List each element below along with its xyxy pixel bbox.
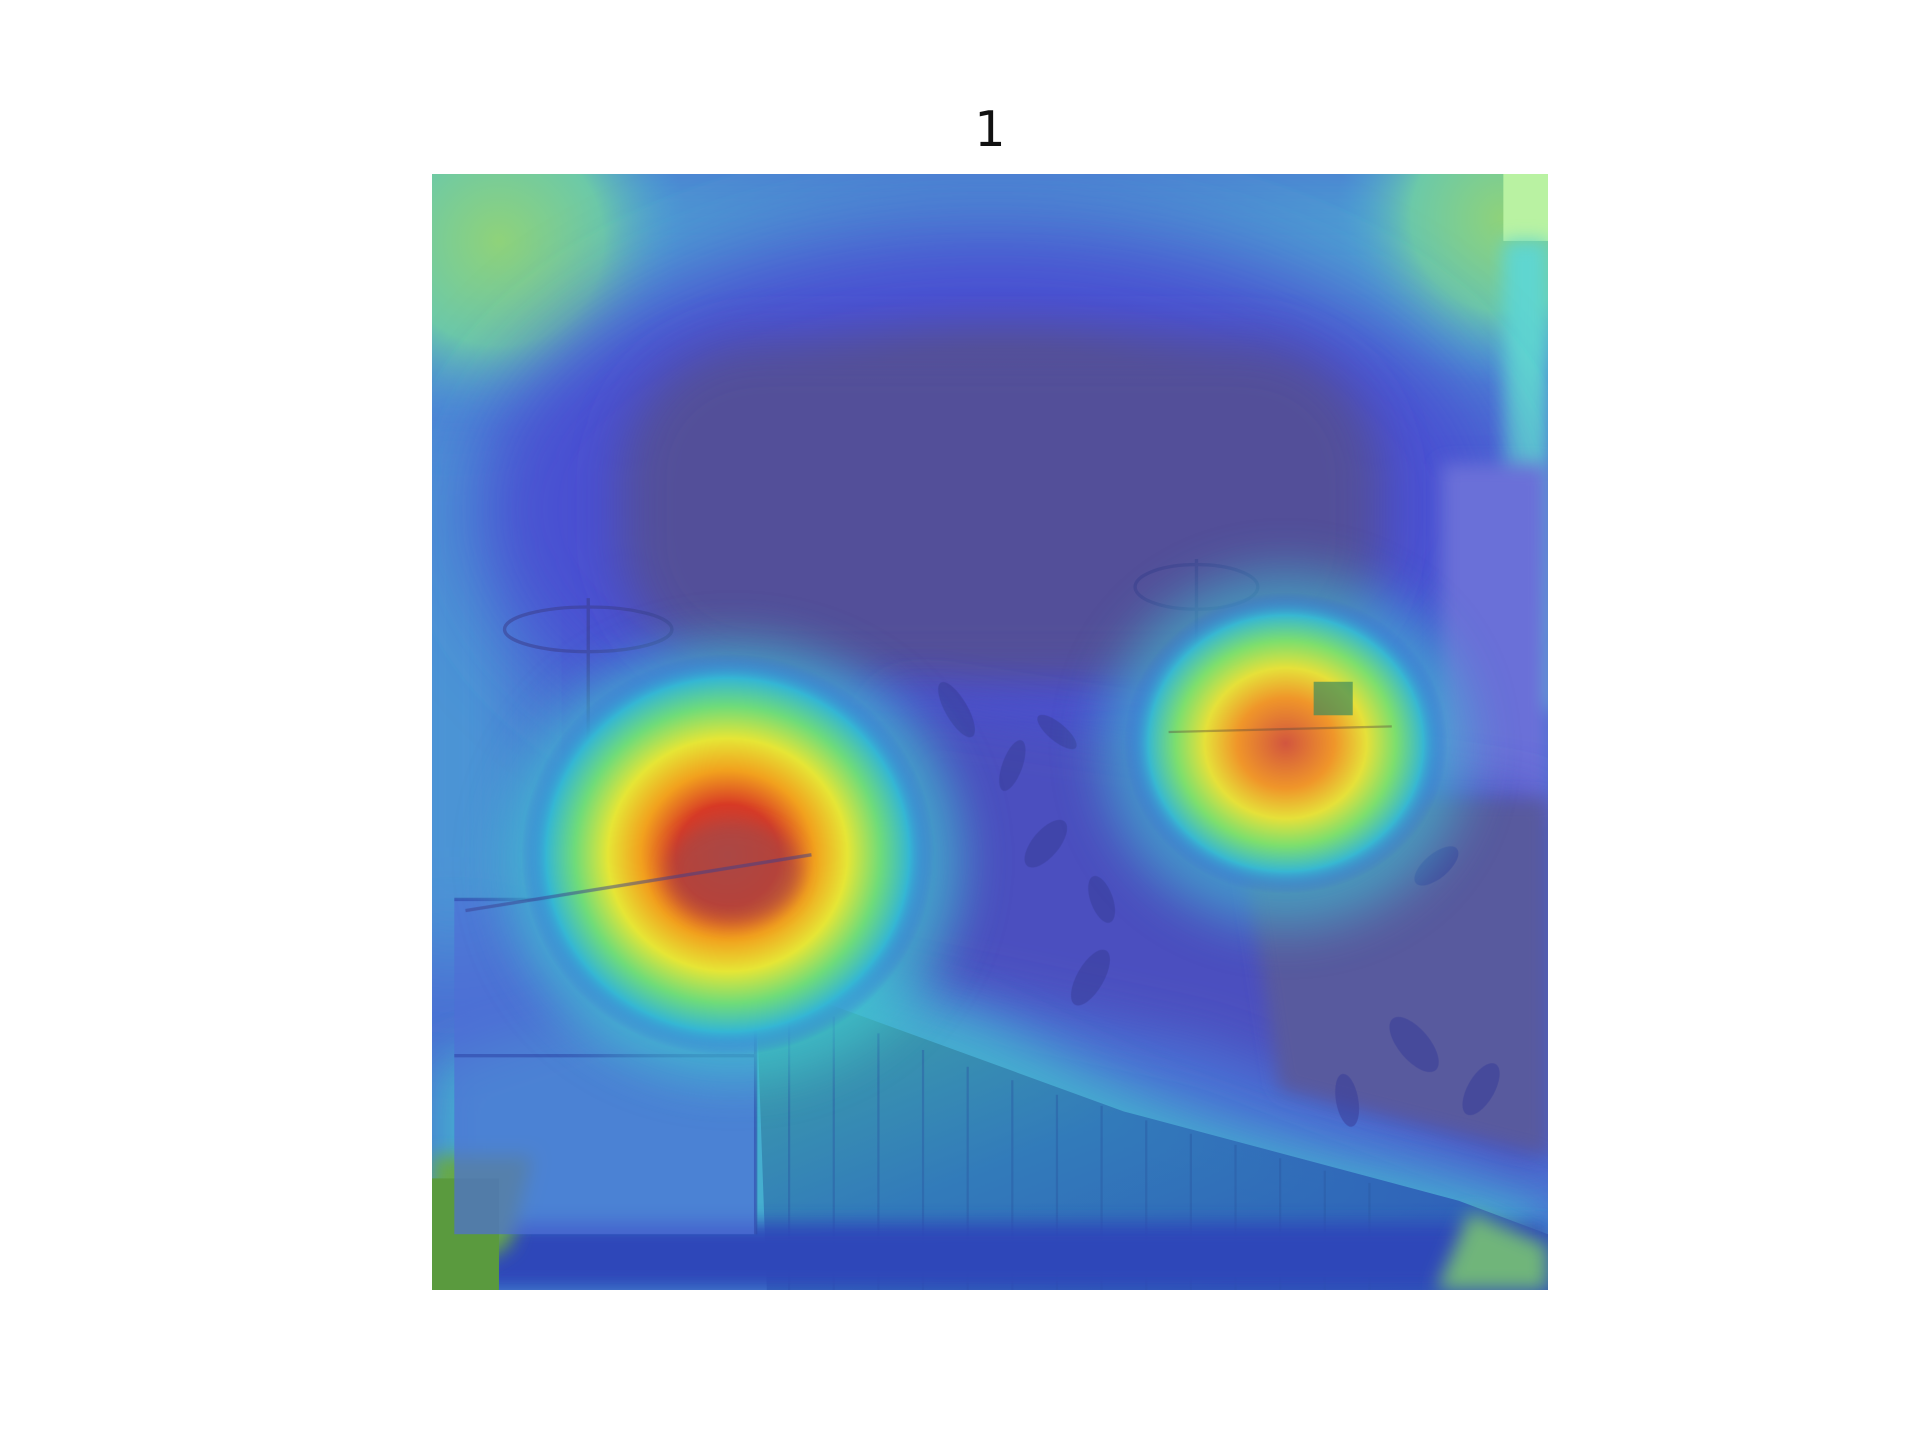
heatmap-overlay-image: [432, 174, 1548, 1290]
figure-title: 1: [974, 101, 1006, 158]
